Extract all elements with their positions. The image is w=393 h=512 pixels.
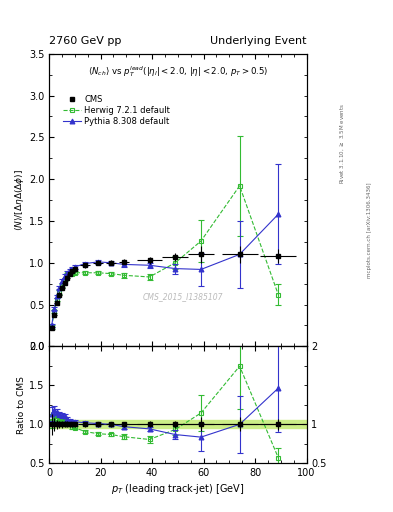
Herwig 7.2.1 default [57,289,62,295]
CMS [198,251,203,258]
Herwig 7.2.1 default [70,270,75,276]
CMS [73,266,77,272]
Pythia 8.308 default [52,306,57,312]
Herwig 7.2.1 default [52,308,57,314]
Pythia 8.308 default [70,266,75,272]
Pythia 8.308 default [55,293,59,299]
Herwig 7.2.1 default [67,270,72,276]
Pythia 8.308 default [67,267,72,273]
CMS [276,253,281,259]
Legend: CMS, Herwig 7.2.1 default, Pythia 8.308 default: CMS, Herwig 7.2.1 default, Pythia 8.308 … [61,93,172,127]
Herwig 7.2.1 default [60,282,64,288]
Line: Pythia 8.308 default: Pythia 8.308 default [49,212,281,328]
CMS [147,257,152,263]
Text: CMS_2015_I1385107: CMS_2015_I1385107 [143,292,223,301]
CMS [121,259,126,265]
Line: CMS: CMS [49,252,281,330]
Herwig 7.2.1 default [62,276,67,283]
Pythia 8.308 default [50,323,54,329]
Herwig 7.2.1 default [121,272,126,279]
Pythia 8.308 default [73,264,77,270]
Y-axis label: $\langle N\rangle/[\Delta\eta\Delta(\Delta\phi)]$: $\langle N\rangle/[\Delta\eta\Delta(\Del… [13,169,26,231]
CMS [70,268,75,274]
Text: $\langle N_{ch}\rangle$ vs $p_T^{lead}$($|\eta_l|<2.0$, $|\eta|<2.0$, $p_T>0.5$): $\langle N_{ch}\rangle$ vs $p_T^{lead}$(… [88,64,268,79]
Pythia 8.308 default [62,273,67,279]
CMS [65,275,70,281]
Pythia 8.308 default [108,260,113,266]
Pythia 8.308 default [237,251,242,258]
CMS [55,300,59,306]
CMS [173,254,178,260]
X-axis label: $p_T$ (leading track-jet) [GeV]: $p_T$ (leading track-jet) [GeV] [111,482,244,497]
Herwig 7.2.1 default [276,291,281,297]
Herwig 7.2.1 default [198,238,203,244]
Text: mcplots.cern.ch [arXiv:1306.3436]: mcplots.cern.ch [arXiv:1306.3436] [367,183,372,278]
Line: Herwig 7.2.1 default: Herwig 7.2.1 default [49,183,281,330]
Herwig 7.2.1 default [173,260,178,266]
Pythia 8.308 default [65,270,70,276]
Herwig 7.2.1 default [50,324,54,330]
Text: Rivet 3.1.10, $\geq$ 3.5M events: Rivet 3.1.10, $\geq$ 3.5M events [338,103,346,184]
Herwig 7.2.1 default [95,270,100,276]
Pythia 8.308 default [173,266,178,272]
CMS [67,270,72,276]
Pythia 8.308 default [121,261,126,267]
CMS [62,280,67,286]
Herwig 7.2.1 default [237,183,242,189]
Herwig 7.2.1 default [65,271,70,278]
CMS [60,285,64,291]
CMS [95,260,100,266]
CMS [52,311,57,317]
Pythia 8.308 default [57,285,62,291]
Herwig 7.2.1 default [83,270,88,276]
CMS [50,325,54,331]
Bar [49,420,307,428]
Y-axis label: Ratio to CMS: Ratio to CMS [17,376,26,434]
CMS [108,260,113,266]
Pythia 8.308 default [198,266,203,272]
Pythia 8.308 default [147,262,152,268]
Herwig 7.2.1 default [147,274,152,280]
Pythia 8.308 default [60,278,64,284]
Pythia 8.308 default [95,259,100,265]
Herwig 7.2.1 default [73,270,77,276]
Text: 2760 GeV pp: 2760 GeV pp [49,36,121,46]
Pythia 8.308 default [276,211,281,217]
Text: Underlying Event: Underlying Event [210,36,307,46]
Herwig 7.2.1 default [108,270,113,276]
Pythia 8.308 default [83,261,88,267]
CMS [237,251,242,258]
CMS [83,262,88,268]
CMS [57,291,62,297]
Herwig 7.2.1 default [55,296,59,303]
